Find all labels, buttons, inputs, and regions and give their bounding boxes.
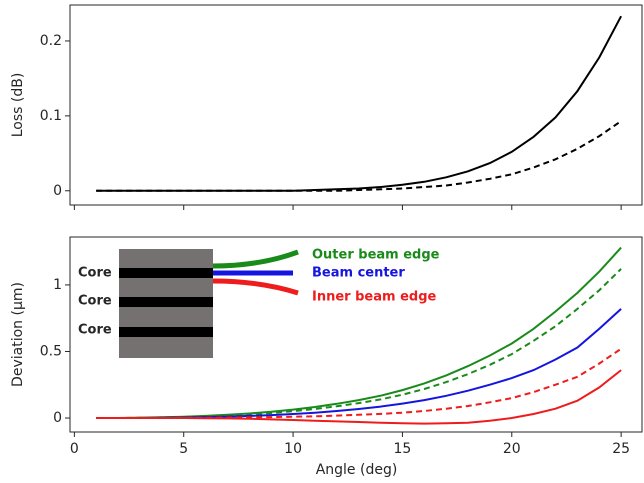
y-tick-label: 0.2	[40, 33, 62, 49]
x-tick-label: 25	[612, 441, 630, 457]
series-line	[96, 347, 622, 419]
x-tick-label: 20	[503, 441, 521, 457]
x-tick-label: 5	[179, 441, 188, 457]
legend-line	[212, 278, 299, 296]
y-tick-label: 0	[53, 183, 62, 199]
x-tick-label: 15	[394, 441, 412, 457]
y-axis-label: Deviation (µm)	[10, 282, 26, 387]
legend-label: Beam center	[312, 266, 405, 281]
legend-line	[212, 249, 299, 269]
core-label: Core	[78, 266, 112, 281]
axes-frame	[69, 236, 643, 433]
series-line	[96, 15, 622, 192]
x-tick-label: 0	[70, 441, 79, 457]
x-tick-label: 10	[284, 441, 302, 457]
y-tick-label: 0.5	[40, 343, 62, 359]
legend-label: Inner beam edge	[312, 290, 436, 305]
y-axis-label: Loss (dB)	[10, 73, 26, 138]
axes-frame	[69, 4, 643, 206]
x-axis-label: Angle (deg)	[316, 462, 398, 478]
series-line	[96, 120, 622, 192]
inset-core	[119, 297, 213, 307]
y-tick-label: 0.1	[40, 108, 62, 124]
series-line	[96, 268, 622, 419]
inset-core	[119, 327, 213, 337]
y-tick-label: 0	[53, 410, 62, 426]
series-line	[96, 369, 622, 425]
legend-label: Outer beam edge	[312, 248, 440, 263]
inset-core	[119, 268, 213, 278]
core-label: Core	[78, 323, 112, 338]
y-tick-label: 1	[53, 277, 62, 293]
core-label: Core	[78, 294, 112, 309]
